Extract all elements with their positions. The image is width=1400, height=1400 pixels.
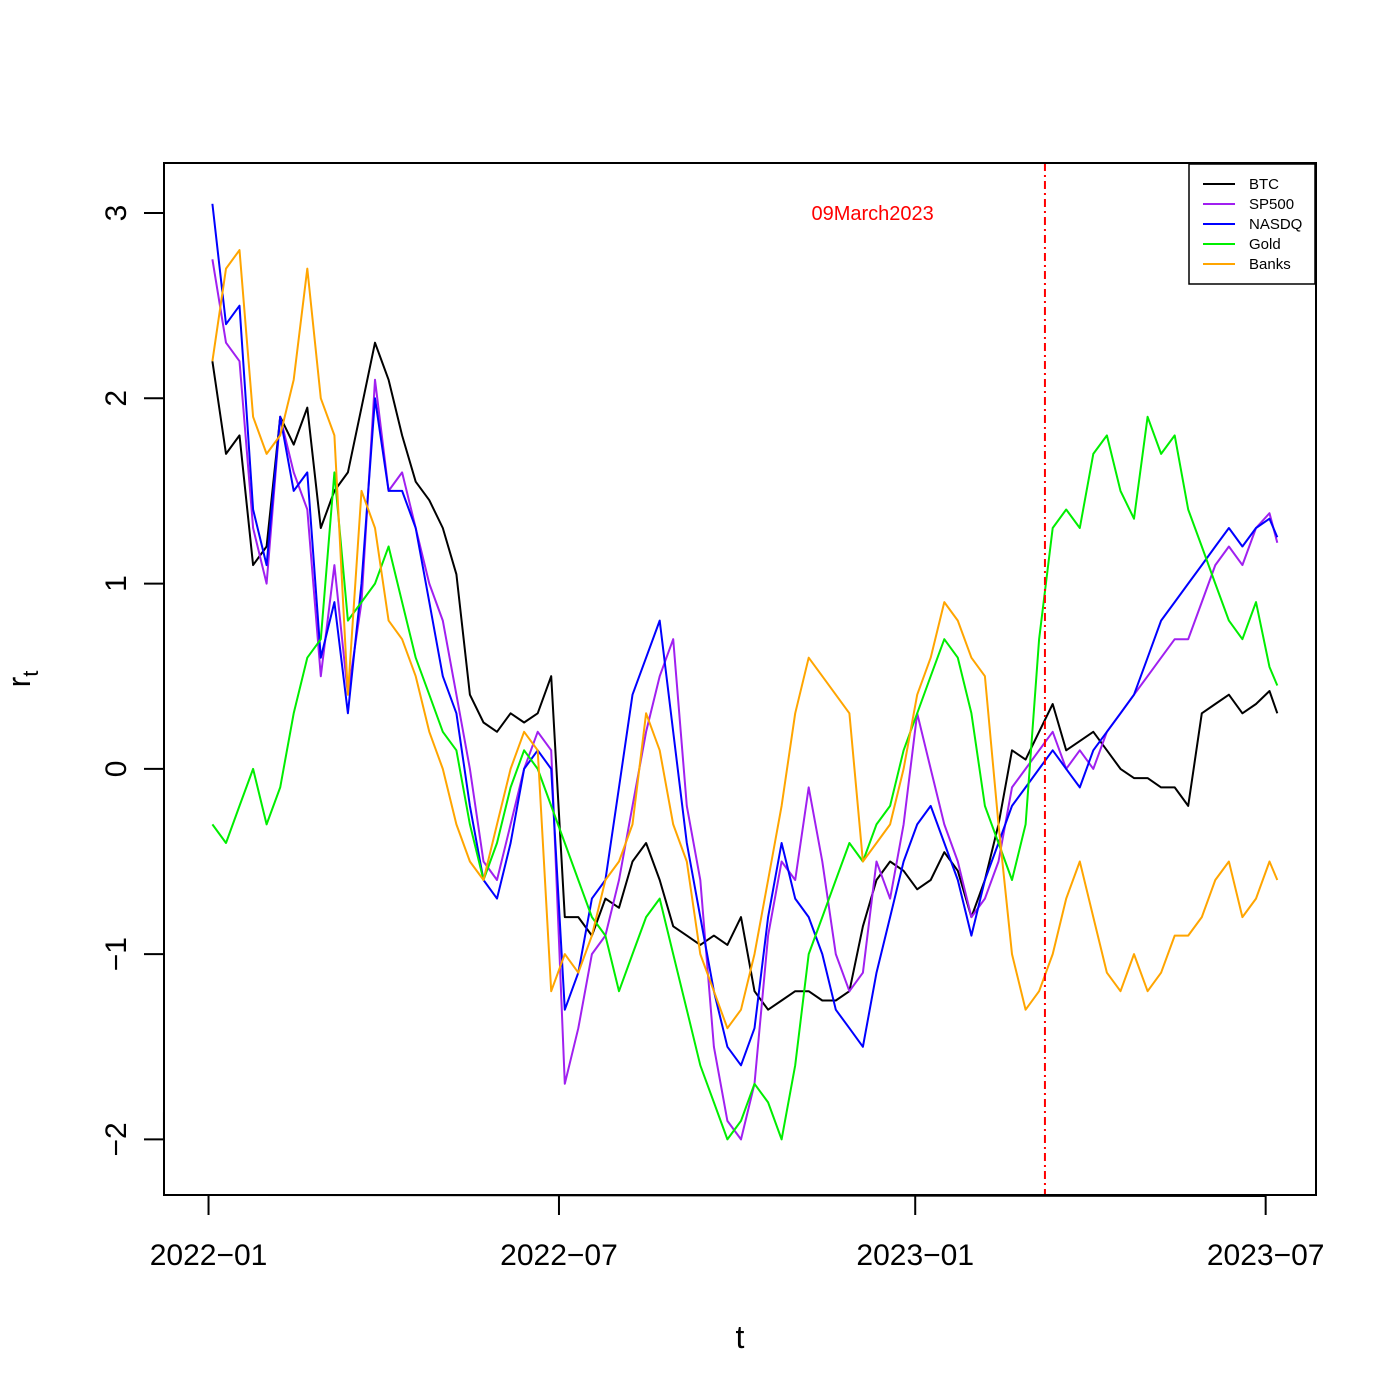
legend-label-btc: BTC (1249, 176, 1279, 193)
event-annotation-label: 09March2023 (811, 203, 933, 225)
legend: BTC SP500 NASDQ Gold Banks (1188, 163, 1316, 285)
series-line-nasdq (211, 203, 1279, 1067)
event-layer: 09March2023 (811, 163, 1046, 1195)
y-tick-label: 0 (100, 761, 133, 778)
y-tick-label: −1 (100, 937, 133, 971)
series-line-gold (211, 415, 1279, 1141)
y-tick-label: −2 (100, 1122, 133, 1156)
series-layer (211, 203, 1279, 1141)
y-tick-label: 2 (100, 390, 133, 407)
y-axis-title-main: r (1, 676, 37, 687)
series-line-banks (211, 249, 1279, 1030)
legend-label-banks: Banks (1249, 256, 1291, 273)
x-axis-line (208, 1194, 1266, 1197)
x-tick-label: 2023−07 (1207, 1239, 1325, 1272)
x-axis-title: t (736, 1319, 745, 1355)
svg-text:rt: rt (1, 671, 43, 688)
x-axis: 2022−01 2022−07 2023−01 2023−07 (150, 1194, 1325, 1272)
y-axis: 3 2 1 0 −1 −2 (100, 205, 165, 1157)
legend-label-gold: Gold (1249, 236, 1281, 253)
series-line-sp500 (211, 259, 1279, 1141)
series-line-btc (211, 341, 1279, 1011)
plot-frame (163, 162, 1317, 1196)
x-tick-label: 2022−07 (500, 1239, 618, 1272)
y-axis-title: rt (1, 671, 43, 688)
y-axis-title-subscript: t (18, 671, 43, 677)
x-tick-label: 2023−01 (856, 1239, 974, 1272)
legend-label-sp500: SP500 (1249, 196, 1294, 213)
legend-label-nasdq: NASDQ (1249, 216, 1302, 233)
y-tick-label: 3 (100, 205, 133, 222)
y-tick-label: 1 (100, 575, 133, 592)
x-tick-label: 2022−01 (150, 1239, 268, 1272)
